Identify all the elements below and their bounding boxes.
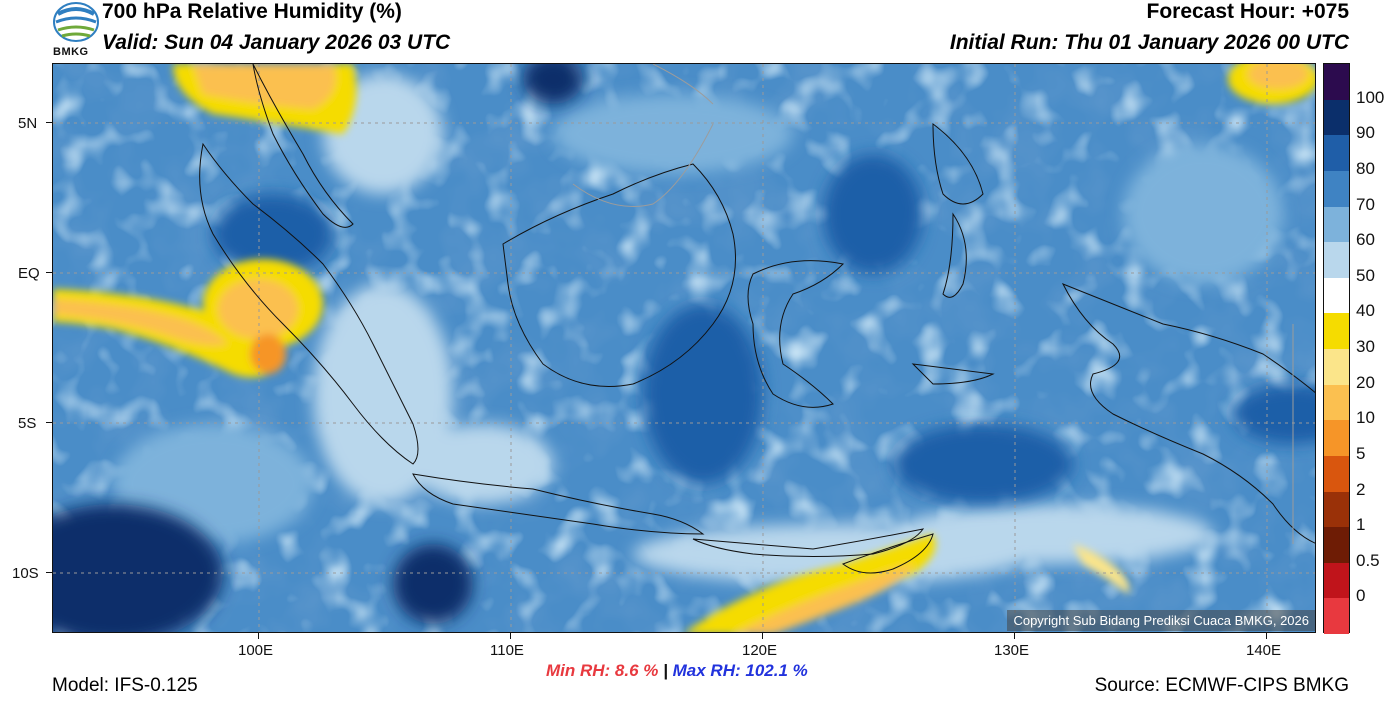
colorbar-segment	[1324, 349, 1349, 385]
data-source: Source: ECMWF-CIPS BMKG	[1094, 675, 1349, 696]
lat-tick	[46, 272, 52, 273]
colorbar-segment	[1324, 135, 1349, 171]
colorbar-label: 30	[1356, 337, 1375, 356]
lat-tick	[46, 572, 52, 573]
initial-run: Initial Run: Thu 01 January 2026 00 UTC	[949, 31, 1349, 54]
lat-tick	[46, 422, 52, 423]
colorbar-label: 0.5	[1356, 550, 1380, 570]
colorbar-label: 70	[1356, 194, 1375, 214]
graticule	[53, 64, 1315, 632]
colorbar-segment	[1324, 527, 1349, 563]
readout-separator: |	[663, 661, 668, 680]
colorbar-segment	[1324, 64, 1349, 100]
colorbar-segment	[1324, 420, 1349, 456]
colorbar-segment	[1324, 598, 1349, 634]
coastlines	[199, 64, 1315, 574]
lon-tick	[510, 633, 511, 639]
min-rh: Min RH: 8.6 %	[546, 661, 659, 680]
colorbar-label: 50	[1356, 265, 1375, 285]
colorbar-segment	[1324, 313, 1349, 349]
new-guinea-coast	[1061, 283, 1315, 544]
malay-peninsula-coast	[252, 64, 354, 228]
timor-coast	[841, 533, 934, 574]
copyright-notice: Copyright Sub Bidang Prediksi Cuaca BMKG…	[1007, 610, 1315, 631]
lon-tick	[1014, 633, 1015, 639]
colorbar-segment	[1324, 277, 1349, 314]
colorbar-label: 5	[1356, 443, 1366, 463]
logo-text: BMKG	[53, 46, 89, 58]
java-coast	[412, 473, 705, 535]
borneo-coast	[502, 163, 736, 387]
valid-time: Valid: Sun 04 January 2026 03 UTC	[102, 31, 451, 54]
lat-label-10s: 10S	[12, 565, 39, 582]
colorbar-label: 2	[1356, 479, 1366, 499]
colorbar-label: 1	[1356, 515, 1366, 535]
lon-label-120e: 120E	[742, 642, 778, 659]
country-borders	[572, 64, 1294, 544]
colorbar-label: 20	[1356, 372, 1375, 392]
humidity-map	[52, 63, 1316, 633]
mindanao-coast	[932, 122, 984, 205]
colorbar-segment	[1324, 170, 1349, 207]
lat-label-5n: 5N	[18, 115, 38, 132]
lon-tick	[762, 633, 763, 639]
map-title: 700 hPa Relative Humidity (%)	[102, 0, 402, 23]
lat-tick	[46, 122, 52, 123]
colorbar-segment	[1324, 562, 1349, 599]
humidity-field	[53, 64, 1315, 632]
colorbar-label: 0	[1356, 586, 1366, 606]
colorbar-segment	[1324, 206, 1349, 243]
colorbar-label: 40	[1356, 301, 1375, 321]
colorbar-label: 100	[1356, 87, 1385, 107]
model-name: Model: IFS-0.125	[52, 675, 198, 696]
lon-label-100e: 100E	[238, 642, 274, 659]
lat-label-eq: EQ	[18, 265, 40, 282]
sumatra-coast	[199, 142, 419, 465]
lat-label-5s: 5S	[18, 415, 37, 432]
lon-label-130e: 130E	[994, 642, 1030, 659]
colorbar-label: 60	[1356, 230, 1375, 250]
min-max-readout: Min RH: 8.6 % | Max RH: 102.1 %	[546, 661, 808, 681]
max-rh: Max RH: 102.1 %	[672, 661, 808, 680]
colorbar-segment	[1324, 242, 1349, 278]
lon-tick	[258, 633, 259, 639]
sulawesi-coast	[747, 260, 845, 408]
moist-zones	[53, 64, 1315, 632]
forecast-hour: Forecast Hour: +075	[1146, 0, 1350, 23]
colorbar-label: 80	[1356, 158, 1375, 178]
lesser-sunda-coast	[692, 528, 925, 557]
colorbar-segment	[1324, 384, 1349, 421]
colorbar-segment	[1324, 491, 1349, 528]
seram-coast	[911, 363, 995, 385]
colorbar-segment	[1324, 455, 1349, 492]
halmahera-coast	[942, 212, 967, 298]
lon-label-110e: 110E	[490, 642, 524, 659]
lon-tick	[1266, 633, 1267, 639]
colorbar	[1323, 63, 1350, 634]
lon-label-140e: 140E	[1246, 642, 1282, 659]
bmkg-logo	[52, 2, 100, 60]
colorbar-label: 90	[1356, 123, 1375, 143]
colorbar-label: 10	[1356, 408, 1375, 428]
colorbar-segment	[1324, 99, 1349, 136]
